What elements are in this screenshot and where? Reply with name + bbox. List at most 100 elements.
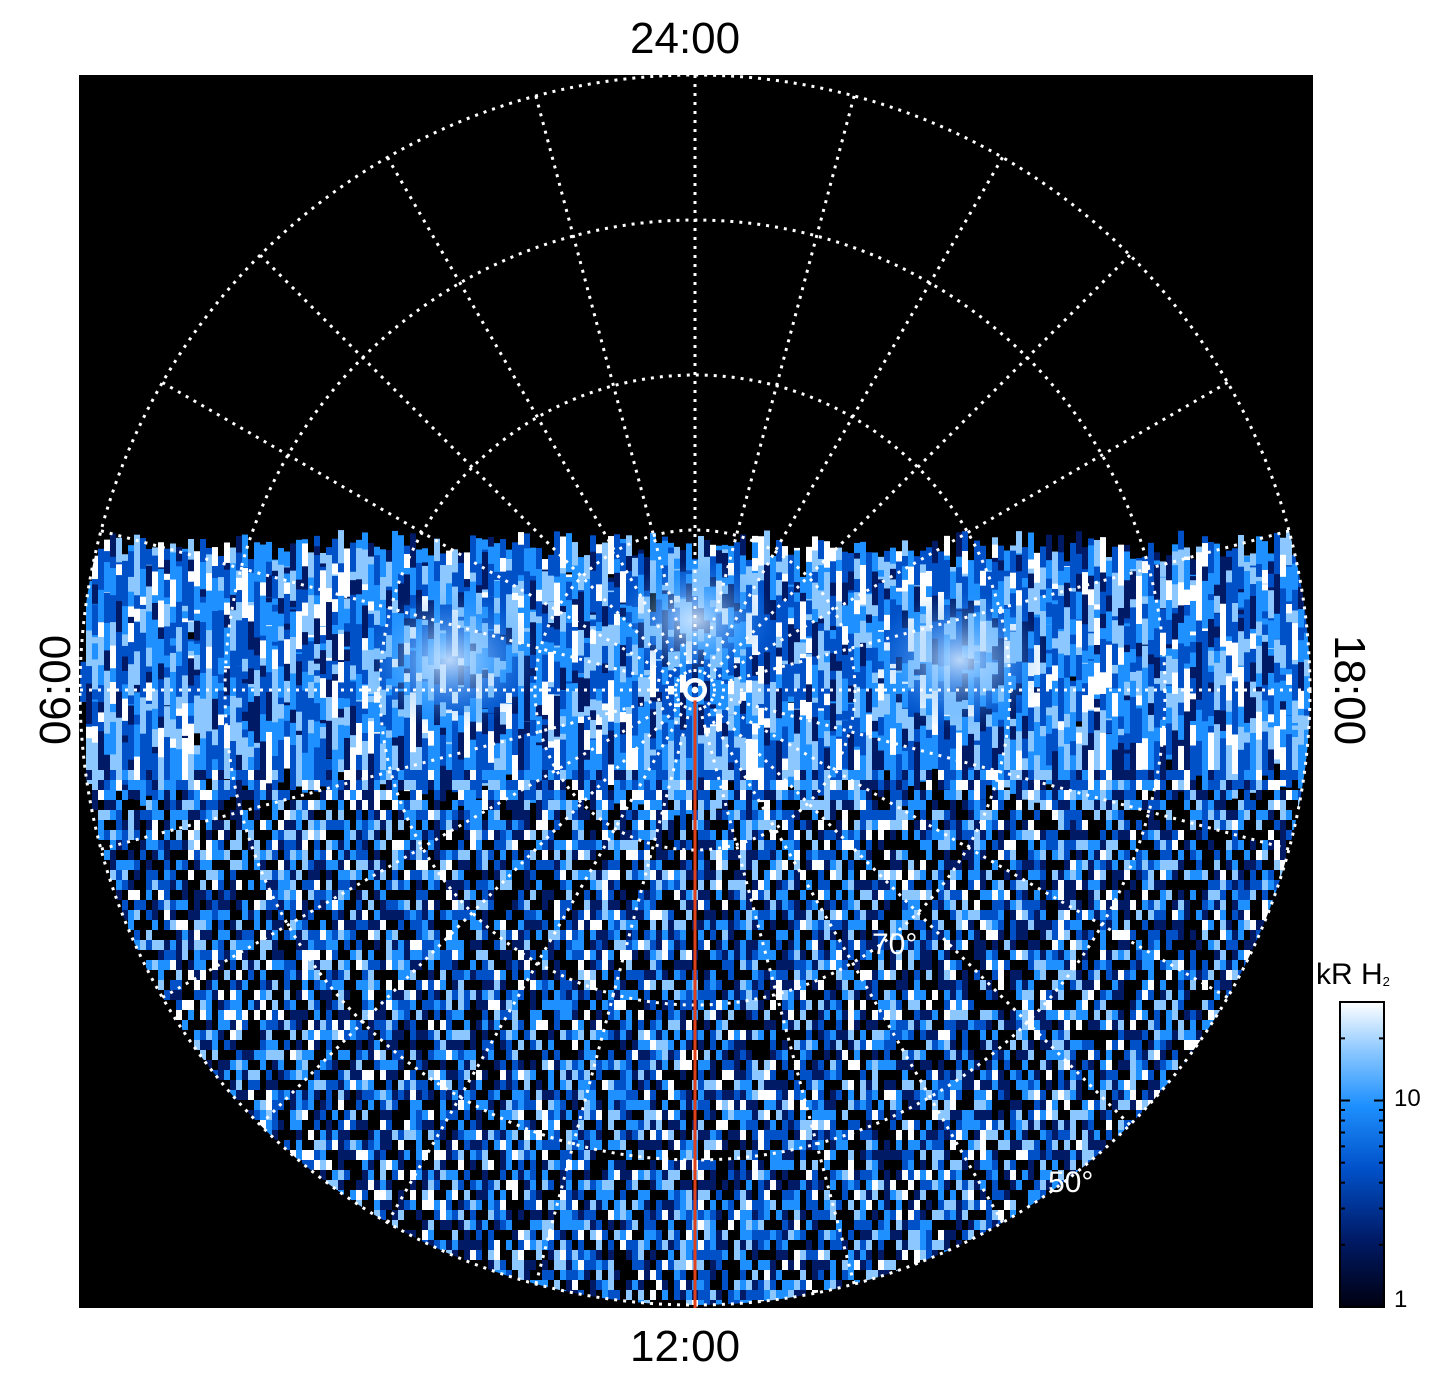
- emission-cell-4177: [1142, 790, 1148, 800]
- emission-cell-4634: [290, 830, 296, 840]
- emission-cell-4914: [356, 850, 362, 860]
- emission-cell-4510: [374, 820, 380, 830]
- emission-cell-3634: [266, 731, 272, 784]
- emission-cell-3860: [794, 770, 800, 780]
- emission-cell-4239: [512, 800, 518, 810]
- emission-cell-4029: [1070, 780, 1076, 790]
- emission-cell-3863: [818, 770, 824, 780]
- emission-cell-661: [944, 566, 950, 602]
- emission-cell-4834: [794, 840, 800, 850]
- emission-cell-4282: [854, 800, 860, 810]
- emission-cell-548: [170, 579, 176, 611]
- emission-cell-4599: [1148, 820, 1154, 830]
- emission-cell-4972: [842, 850, 848, 860]
- emission-cell-1361: [836, 610, 842, 641]
- emission-cell-4175: [1118, 790, 1124, 800]
- emission-cell-3636: [278, 739, 284, 782]
- emission-cell-405: [410, 567, 416, 611]
- emission-cell-4049: [1226, 780, 1232, 790]
- emission-cell-1250: [92, 604, 98, 636]
- emission-cell-4319: [1160, 800, 1166, 810]
- emission-cell-4692: [794, 830, 800, 840]
- emission-cell-4852: [998, 840, 1004, 850]
- emission-cell-4321: [1196, 800, 1202, 810]
- emission-cell-4355: [272, 810, 278, 820]
- emission-cell-1577: [1148, 620, 1154, 651]
- emission-cell-4560: [818, 820, 824, 830]
- emission-cell-4951: [680, 850, 686, 860]
- emission-cell-3955: [404, 780, 410, 790]
- emission-cell-147: [1076, 531, 1082, 573]
- emission-cell-1043: [1136, 604, 1142, 641]
- emission-cell-4128: [728, 790, 734, 800]
- emission-cell-4436: [908, 810, 914, 820]
- emission-cell-4478: [122, 820, 128, 830]
- emission-cell-4023: [1028, 780, 1034, 790]
- emission-cell-4063: [158, 790, 164, 800]
- emission-cell-4200: [170, 800, 176, 810]
- emission-raster: [80, 530, 1310, 1305]
- emission-cell-1054: [1202, 584, 1208, 616]
- emission-cell-4104: [530, 790, 536, 800]
- emission-cell-4645: [374, 830, 380, 840]
- emission-cell-4811: [608, 840, 614, 850]
- emission-cell-4610: [1274, 820, 1280, 830]
- emission-cell-4427: [842, 810, 848, 820]
- emission-cell-3915: [1214, 770, 1220, 780]
- emission-cell-4262: [686, 800, 692, 810]
- emission-cell-4400: [638, 810, 644, 820]
- emission-cell-4432: [884, 810, 890, 820]
- emission-cell-3927: [98, 780, 104, 790]
- emission-cell-4724: [1034, 830, 1040, 840]
- emission-cell-4682: [704, 830, 710, 840]
- emission-cell-4756: [164, 840, 170, 850]
- emission-cell-4375: [440, 810, 446, 820]
- emission-cell-150: [1094, 540, 1100, 591]
- emission-cell-4008: [884, 780, 890, 790]
- emission-cell-4673: [626, 830, 632, 840]
- emission-cell-4042: [1172, 780, 1178, 790]
- emission-cell-1707: [782, 620, 788, 667]
- emission-cell-4912: [344, 850, 350, 860]
- emission-cell-4901: [260, 850, 266, 860]
- emission-cell-3909: [1166, 770, 1172, 780]
- emission-cell-998: [848, 592, 854, 649]
- emission-cell-4203: [188, 800, 194, 810]
- emission-cell-3898: [1100, 770, 1106, 780]
- emission-cell-4158: [974, 790, 980, 800]
- emission-cell-3950: [338, 780, 344, 790]
- emission-cell-4768: [254, 840, 260, 850]
- emission-cell-1232: [1190, 600, 1196, 635]
- emission-cell-1528: [800, 618, 806, 660]
- emission-cell-4917: [392, 850, 398, 860]
- emission-cell-4244: [548, 800, 554, 810]
- emission-cell-4501: [314, 820, 320, 830]
- emission-cell-4257: [650, 800, 656, 810]
- emission-cell-4072: [218, 790, 224, 800]
- emission-cell-4279: [836, 800, 842, 810]
- emission-cell-4684: [722, 830, 728, 840]
- emission-cell-3776: [1220, 738, 1226, 784]
- emission-cell-1753: [1076, 620, 1082, 653]
- emission-cell-4145: [848, 790, 854, 800]
- emission-cell-3789: [98, 770, 104, 780]
- emission-cell-4452: [1064, 810, 1070, 820]
- emission-cell-4376: [446, 810, 452, 820]
- emission-cell-3957: [428, 780, 434, 790]
- emission-cell-4993: [1058, 850, 1064, 860]
- emission-cell-4895: [206, 850, 212, 860]
- emission-cell-4897: [218, 850, 224, 860]
- emission-cell-3953: [386, 780, 392, 790]
- emission-cell-4721: [1016, 830, 1022, 840]
- emission-cell-3774: [1208, 732, 1214, 774]
- emission-cell-4413: [734, 810, 740, 820]
- emission-cell-4234: [476, 800, 482, 810]
- emission-cell-4705: [902, 830, 908, 840]
- emission-cell-1404: [1160, 609, 1166, 650]
- emission-cell-4669: [590, 830, 596, 840]
- emission-cell-4933: [512, 850, 518, 860]
- emission-cell-3880: [968, 770, 974, 780]
- emission-cell-4398: [626, 810, 632, 820]
- emission-cell-1441: [194, 620, 200, 652]
- emission-cell-4250: [590, 800, 596, 810]
